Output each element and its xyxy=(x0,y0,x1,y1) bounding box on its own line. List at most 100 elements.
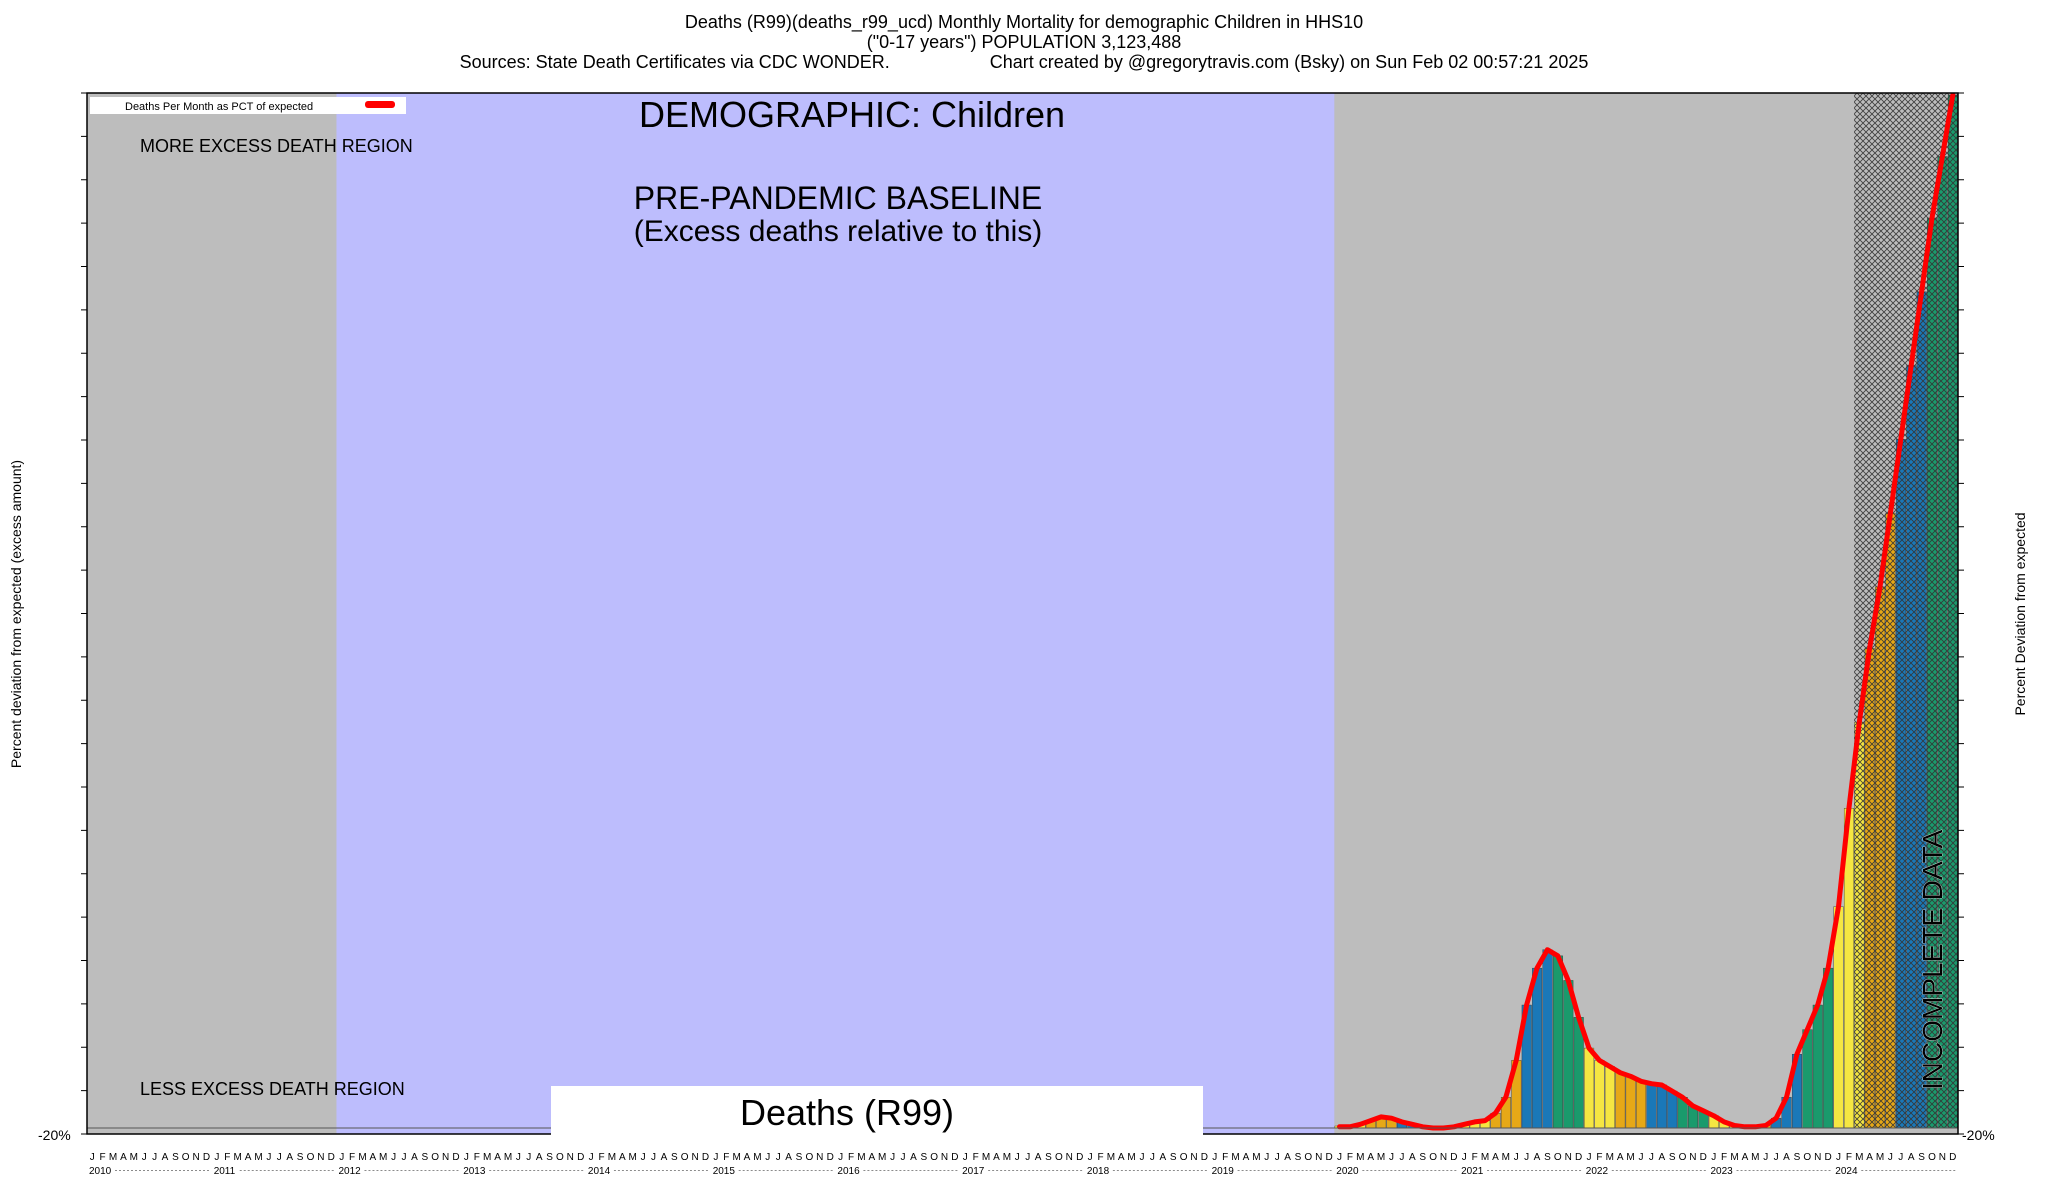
month-tick-label: J xyxy=(1462,1152,1467,1163)
baseline-sublabel: (Excess deaths relative to this) xyxy=(634,215,1043,248)
month-tick-label: A xyxy=(1658,1152,1665,1163)
year-tick-label: 2022 xyxy=(1586,1166,1609,1177)
month-tick-label: J xyxy=(1836,1152,1841,1163)
month-tick-label: M xyxy=(504,1152,512,1163)
month-tick-label: F xyxy=(973,1152,979,1163)
month-tick-label: J xyxy=(765,1152,770,1163)
month-tick-label: A xyxy=(286,1152,293,1163)
month-tick-label: O xyxy=(182,1152,190,1163)
cause-box-label: Deaths (R99) xyxy=(740,1092,954,1133)
credit-text: Chart created by @gregorytravis.com (Bsk… xyxy=(989,52,1589,72)
month-tick-label: N xyxy=(691,1152,698,1163)
month-tick-label: M xyxy=(1127,1152,1135,1163)
month-tick-label: S xyxy=(796,1152,803,1163)
month-tick-label: D xyxy=(827,1152,834,1163)
month-tick-label: F xyxy=(1721,1152,1727,1163)
month-tick-label: M xyxy=(1730,1152,1738,1163)
month-tick-label: A xyxy=(1492,1152,1499,1163)
month-tick-label: F xyxy=(1347,1152,1353,1163)
month-tick-label: M xyxy=(109,1152,117,1163)
month-tick-label: A xyxy=(1617,1152,1624,1163)
month-tick-label: A xyxy=(910,1152,917,1163)
month-tick-label: S xyxy=(1544,1152,1551,1163)
month-tick-label: F xyxy=(224,1152,230,1163)
month-tick-label: M xyxy=(878,1152,886,1163)
month-tick-label: A xyxy=(245,1152,252,1163)
year-tick-label: 2015 xyxy=(713,1166,736,1177)
month-tick-label: A xyxy=(1284,1152,1291,1163)
less-excess-label: LESS EXCESS DEATH REGION xyxy=(140,1079,405,1099)
month-tick-label: S xyxy=(297,1152,304,1163)
month-tick-label: J xyxy=(90,1152,95,1163)
month-tick-label: O xyxy=(681,1152,689,1163)
month-tick-label: M xyxy=(1003,1152,1011,1163)
month-tick-label: J xyxy=(266,1152,271,1163)
month-tick-label: S xyxy=(1295,1152,1302,1163)
chart-subtitle: ("0-17 years") POPULATION 3,123,488 xyxy=(866,32,1182,52)
month-tick-label: A xyxy=(785,1152,792,1163)
month-tick-label: J xyxy=(1140,1152,1145,1163)
month-tick-label: S xyxy=(1045,1152,1052,1163)
month-tick-label: M xyxy=(1252,1152,1260,1163)
month-tick-label: A xyxy=(661,1152,668,1163)
month-tick-label: A xyxy=(1908,1152,1915,1163)
month-tick-label: J xyxy=(890,1152,895,1163)
month-tick-label: M xyxy=(1356,1152,1364,1163)
month-tick-label: A xyxy=(1783,1152,1790,1163)
bar xyxy=(1563,980,1574,1129)
incomplete-data-hatch xyxy=(1854,93,1958,1128)
bar xyxy=(1584,1047,1595,1129)
month-tick-label: F xyxy=(1097,1152,1103,1163)
month-tick-label: S xyxy=(920,1152,927,1163)
month-tick-label: D xyxy=(951,1152,958,1163)
month-tick-label: N xyxy=(1565,1152,1572,1163)
month-tick-label: A xyxy=(536,1152,543,1163)
month-tick-label: M xyxy=(1855,1152,1863,1163)
month-tick-label: F xyxy=(1472,1152,1478,1163)
month-tick-label: M xyxy=(358,1152,366,1163)
month-tick-label: S xyxy=(1419,1152,1426,1163)
month-tick-label: J xyxy=(651,1152,656,1163)
month-tick-label: N xyxy=(317,1152,324,1163)
month-tick-label: F xyxy=(848,1152,854,1163)
chart-title: Deaths (R99)(deaths_r99_ucd) Monthly Mor… xyxy=(684,12,1364,32)
bar xyxy=(1542,949,1553,1129)
month-tick-label: A xyxy=(1035,1152,1042,1163)
year-tick-label: 2011 xyxy=(214,1166,236,1177)
month-tick-label: O xyxy=(1055,1152,1063,1163)
y-tick-bottom-left: -20% xyxy=(38,1127,71,1143)
bar xyxy=(1615,1072,1626,1129)
month-tick-label: D xyxy=(1201,1152,1208,1163)
month-tick-label: S xyxy=(1669,1152,1676,1163)
month-tick-label: A xyxy=(162,1152,169,1163)
month-tick-label: A xyxy=(1118,1152,1125,1163)
month-tick-label: J xyxy=(1898,1152,1903,1163)
month-tick-label: A xyxy=(744,1152,751,1163)
year-tick-label: 2018 xyxy=(1087,1166,1110,1177)
month-tick-label: D xyxy=(1700,1152,1707,1163)
month-tick-label: J xyxy=(901,1152,906,1163)
month-tick-label: O xyxy=(431,1152,439,1163)
year-tick-label: 2014 xyxy=(588,1166,611,1177)
month-tick-label: J xyxy=(1888,1152,1893,1163)
month-tick-label: M xyxy=(1606,1152,1614,1163)
month-tick-label: N xyxy=(941,1152,948,1163)
month-tick-label: D xyxy=(203,1152,210,1163)
month-tick-label: S xyxy=(1170,1152,1177,1163)
month-tick-label: J xyxy=(152,1152,157,1163)
month-tick-label: J xyxy=(339,1152,344,1163)
month-tick-label: J xyxy=(277,1152,282,1163)
month-tick-label: M xyxy=(629,1152,637,1163)
month-tick-label: D xyxy=(1450,1152,1457,1163)
month-tick-label: N xyxy=(816,1152,823,1163)
year-tick-label: 2024 xyxy=(1835,1166,1858,1177)
month-tick-label: A xyxy=(1367,1152,1374,1163)
month-tick-label: F xyxy=(1222,1152,1228,1163)
month-tick-label: S xyxy=(1918,1152,1925,1163)
month-tick-label: F xyxy=(1596,1152,1602,1163)
month-tick-label: J xyxy=(526,1152,531,1163)
month-tick-label: S xyxy=(546,1152,553,1163)
month-tick-label: S xyxy=(172,1152,179,1163)
month-tick-label: N xyxy=(567,1152,574,1163)
